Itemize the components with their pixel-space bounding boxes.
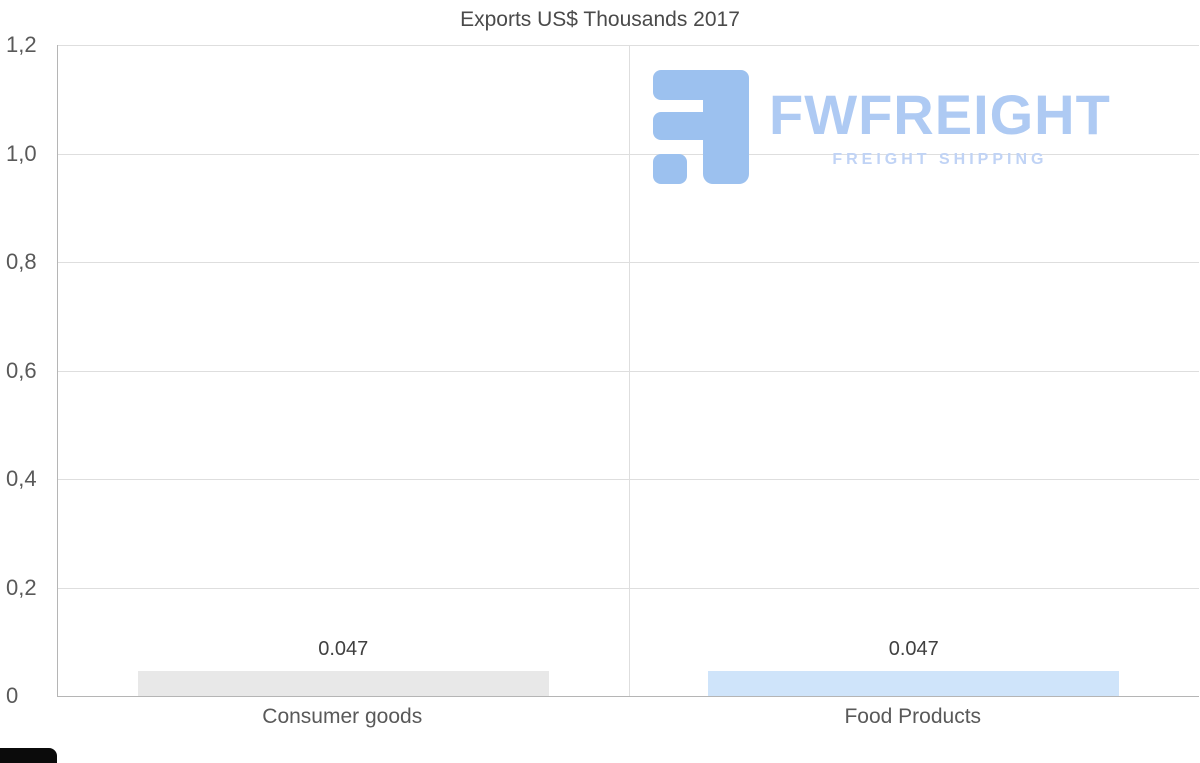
y-axis-tick-label: 1,0 — [6, 140, 37, 166]
x-axis-labels: Consumer goods Food Products — [57, 705, 1199, 737]
y-axis-tick-label: 0,4 — [6, 466, 37, 491]
y-axis-labels: 0 0,2 0,4 0,6 0,8 1,0 1,2 — [6, 32, 54, 708]
chart-title: Exports US$ Thousands 2017 — [460, 8, 740, 31]
y-axis-tick-label: 0 — [6, 683, 19, 708]
fwfreight-watermark: FWFREIGHT FREIGHT SHIPPING — [653, 70, 1111, 184]
bar-consumer-goods — [137, 670, 549, 696]
brand-block: FWFREIGHT FREIGHT SHIPPING — [769, 83, 1111, 169]
bar-value-label: 0.047 — [888, 637, 939, 660]
brand-name: FWFREIGHT — [769, 83, 1111, 146]
fwfreight-logo-icon — [653, 70, 749, 184]
bar-value-label: 0.047 — [318, 637, 369, 660]
bottom-left-corner-artifact — [0, 748, 57, 763]
x-axis-category-label: Food Products — [844, 705, 982, 728]
plot-area: 0.047 0.047 — [57, 45, 1199, 697]
y-axis-tick-label: 0,8 — [6, 249, 37, 274]
x-axis-category-label: Consumer goods — [262, 705, 423, 728]
y-axis-tick-label: 0,2 — [6, 574, 37, 600]
y-axis-tick-label: 1,2 — [6, 32, 37, 57]
category-divider-gridline — [628, 45, 630, 696]
y-axis-tick-label: 0,6 — [6, 357, 37, 383]
brand-tagline: FREIGHT SHIPPING — [832, 150, 1048, 168]
bar-food-products — [708, 670, 1120, 696]
